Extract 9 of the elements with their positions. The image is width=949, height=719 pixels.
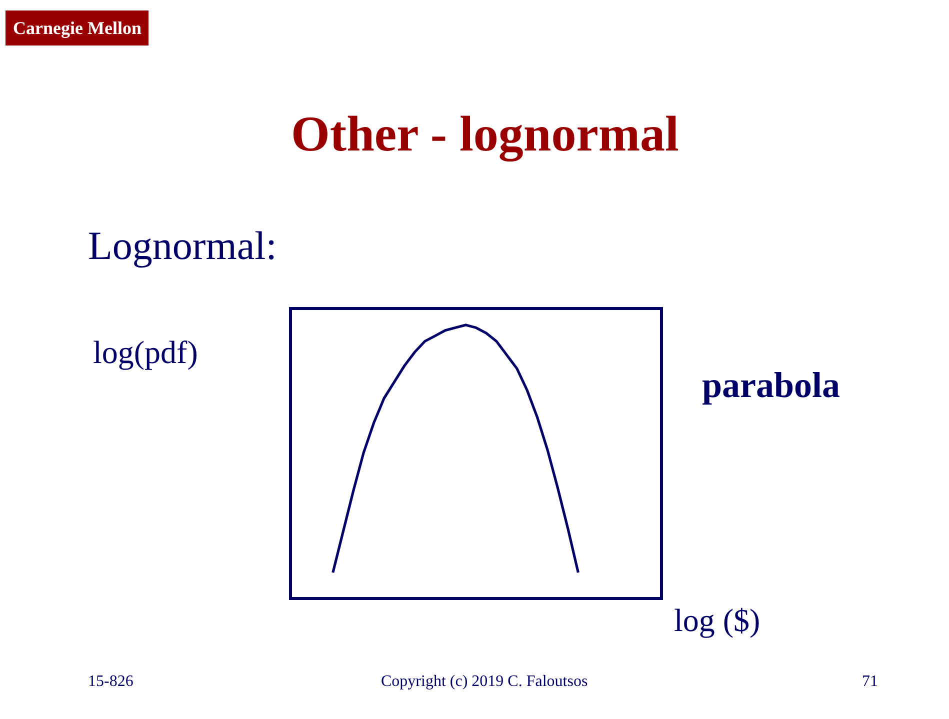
text: parabola (702, 365, 840, 405)
y-axis-title: log(pdf) (93, 334, 198, 370)
text: 71 (862, 673, 878, 690)
text: Copyright (c) 2019 C. Faloutsos (381, 673, 588, 690)
chart-title: Other - lognormal (291, 106, 680, 162)
x-axis-title: log ($) (674, 602, 760, 638)
text: Carnegie Mellon (13, 18, 142, 38)
text: 15-826 (88, 673, 134, 690)
chart-subtitle: Lognormal: (88, 223, 277, 268)
